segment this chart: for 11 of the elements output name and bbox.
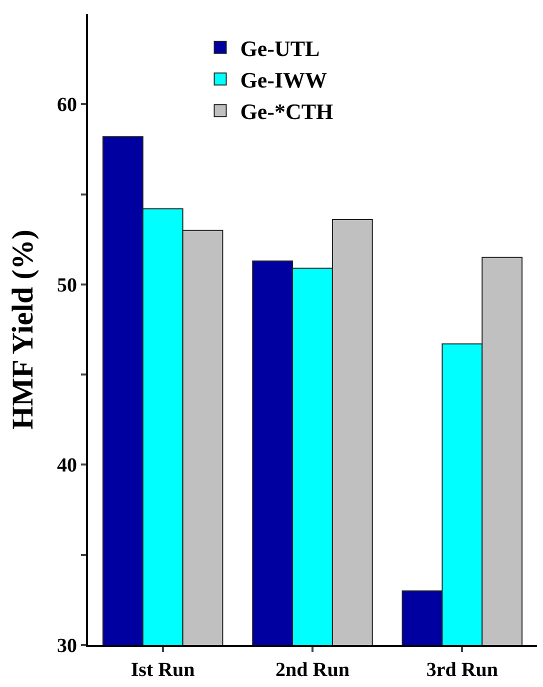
y-tick-label: 30 — [57, 635, 77, 657]
y-tick-label: 40 — [57, 454, 77, 477]
legend-label: Ge-UTL — [240, 36, 320, 61]
legend-label: Ge-*CTH — [240, 99, 334, 124]
y-tick-label: 50 — [57, 274, 77, 296]
x-tick-label: 3rd Run — [426, 659, 498, 681]
y-tick-label: 60 — [57, 94, 77, 116]
legend-label: Ge-IWW — [240, 68, 328, 93]
y-axis-title: HMF Yield (%) — [6, 230, 40, 430]
x-tick-label: Ist Run — [130, 659, 195, 681]
x-tick-label: 2nd Run — [276, 659, 350, 681]
